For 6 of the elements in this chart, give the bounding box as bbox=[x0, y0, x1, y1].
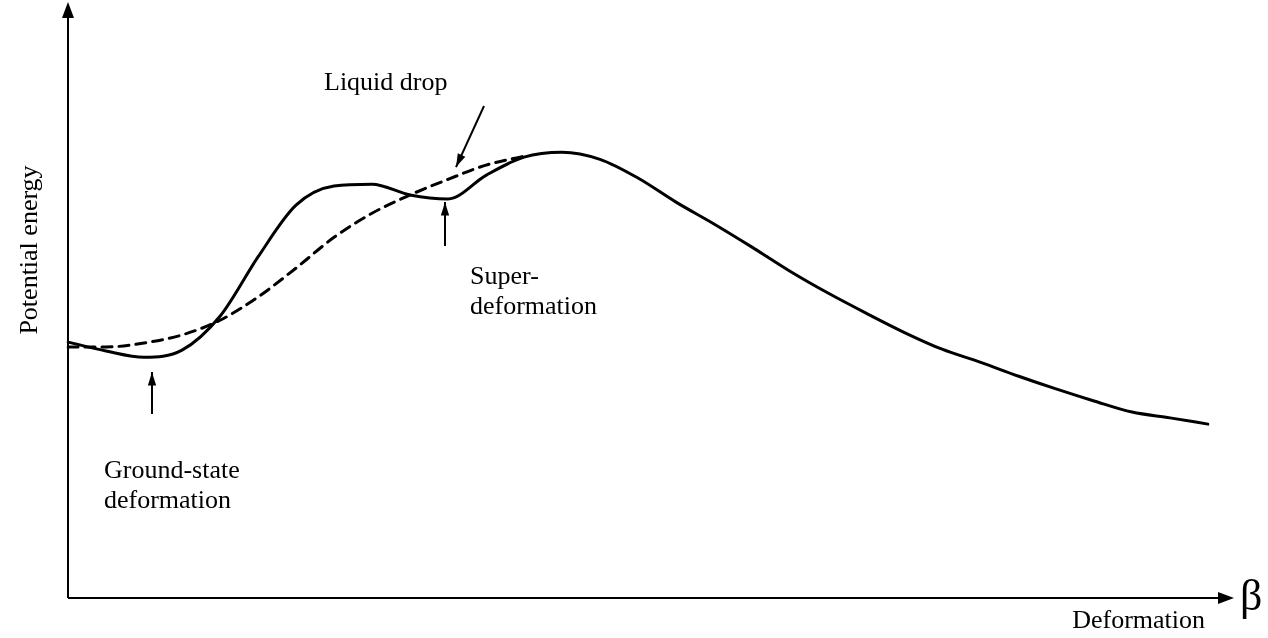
y-axis-title: Potential energy bbox=[13, 165, 43, 335]
x-axis-title: Deformation bbox=[1072, 604, 1205, 634]
annotation: Super- deformation bbox=[470, 260, 598, 320]
text: β bbox=[1240, 570, 1263, 620]
text: Liquid drop bbox=[324, 66, 448, 96]
annotation: Ground-state deformation bbox=[104, 454, 240, 514]
